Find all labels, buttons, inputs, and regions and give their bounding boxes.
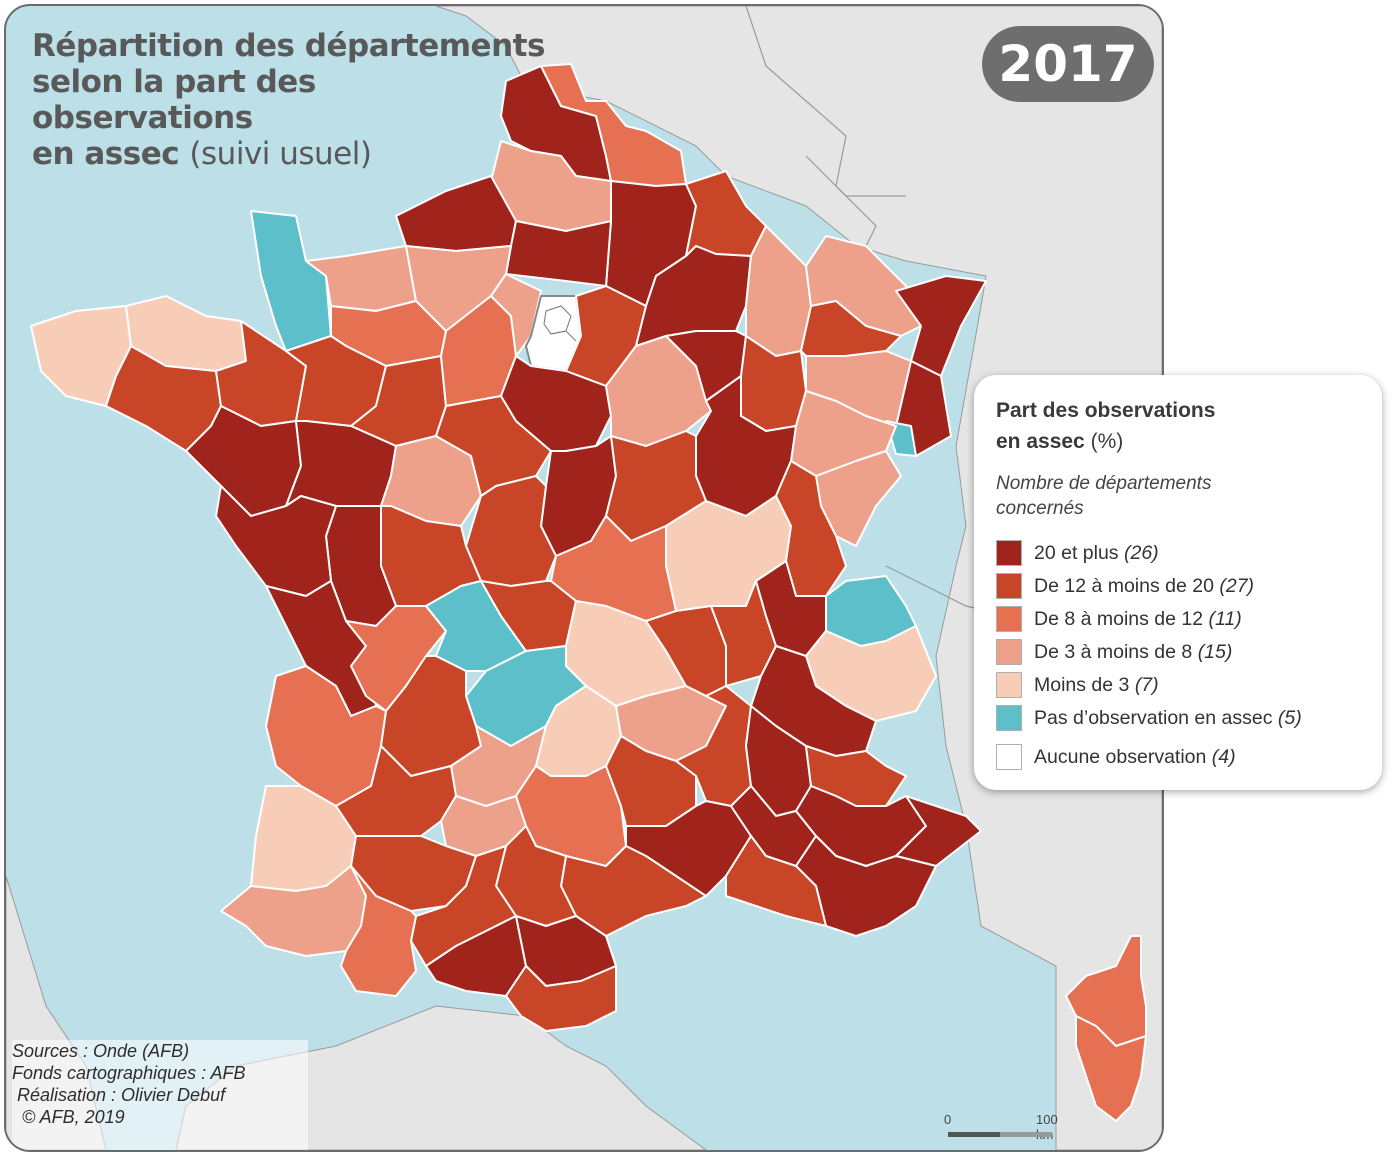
scale-start: 0 [944,1112,952,1127]
legend-label-text: Moins de 3 [1034,674,1135,696]
dept-seine-mar [395,175,517,252]
dept-yonne [605,335,712,447]
legend-label: De 12 à moins de 20 (27) [1034,575,1254,598]
dept-vendee [215,485,337,597]
scale-bar: 0 100 km [944,1112,1064,1142]
credits-fonds: Fonds cartographiques : AFB [12,1063,246,1083]
paris-inner [543,305,577,342]
dept-oise [505,220,612,287]
legend-swatch [996,540,1022,566]
dept-loir-cher [435,395,552,497]
legend-panel: Part des observations en assec (%) Nombr… [974,375,1382,790]
dept-corse-sud [1075,1015,1147,1122]
legend-swatch [996,705,1022,731]
legend-label: Moins de 3 (7) [1034,674,1159,697]
legend-swatch [996,573,1022,599]
legend-count: (26) [1123,542,1159,564]
scale-end: 100 km [1036,1112,1058,1142]
dept-manche [250,210,332,352]
legend-label: 20 et plus (26) [1034,542,1159,565]
legend-title-line2: en assec [996,430,1085,453]
credits-sources: Sources : Onde (AFB) [12,1041,190,1061]
legend-swatch [996,744,1022,770]
dept-bouches-rhone [725,835,827,927]
legend-title-line1: Part des observations [996,399,1216,422]
year-badge: 2017 [982,26,1154,102]
legend-title-unit: (%) [1090,430,1124,453]
legend-count: (11) [1208,608,1242,630]
title-line-3: observations [32,100,253,136]
legend-count: (27) [1219,575,1255,597]
title-line-4-bold: en assec [32,136,180,172]
legend-subtitle: Nombre de départements concernés [996,473,1212,519]
legend-label-text: Pas d’observation en assec [1034,707,1278,729]
legend-label-text: De 8 à moins de 12 [1034,608,1209,630]
dept-lozere [605,735,697,827]
legend-label: Pas d’observation en assec (5) [1034,707,1302,730]
departments [30,63,1147,1122]
map-title: Répartition des départements selon la pa… [32,28,552,172]
title-line-2: selon la part des [32,64,316,100]
legend-label: De 8 à moins de 12 (11) [1034,608,1242,631]
legend-label: Aucune observation (4) [1034,746,1236,769]
legend-count: (15) [1197,641,1233,663]
dept-meuse [745,225,812,357]
legend-title: Part des observations en assec (%) [996,395,1296,457]
legend-count: (7) [1134,674,1159,696]
legend-label-text: De 12 à moins de 20 [1034,575,1220,597]
dept-hautes-pyr [340,865,417,997]
title-line-4-light: (suivi usuel) [189,136,372,172]
credits-copyright: © AFB, 2019 [12,1107,125,1127]
dept-nord-est [540,63,687,187]
france-map [6,6,1162,1150]
credits-realisation: Réalisation : Olivier Debuf [12,1085,226,1105]
legend-count: (4) [1211,746,1236,768]
title-line-4: en assec (suivi usuel) [32,136,552,172]
dept-bas-rhin [895,275,987,377]
legend-swatch [996,606,1022,632]
legend-label-text: De 3 à moins de 8 [1034,641,1198,663]
legend-swatch [996,639,1022,665]
legend-swatch [996,672,1022,698]
legend-label: De 3 à moins de 8 (15) [1034,641,1232,664]
dept-pyr-or [505,965,617,1032]
dept-jura [775,460,847,597]
dept-alpes-mar [895,795,982,867]
credits-box: Sources : Onde (AFB) Fonds cartographiqu… [12,1040,308,1150]
legend-label-text: 20 et plus [1034,542,1124,564]
legend-count: (5) [1277,707,1302,729]
map-frame: Répartition des départements selon la pa… [4,4,1164,1152]
legend-label-text: Aucune observation [1034,746,1212,768]
title-line-1: Répartition des départements [32,28,545,64]
